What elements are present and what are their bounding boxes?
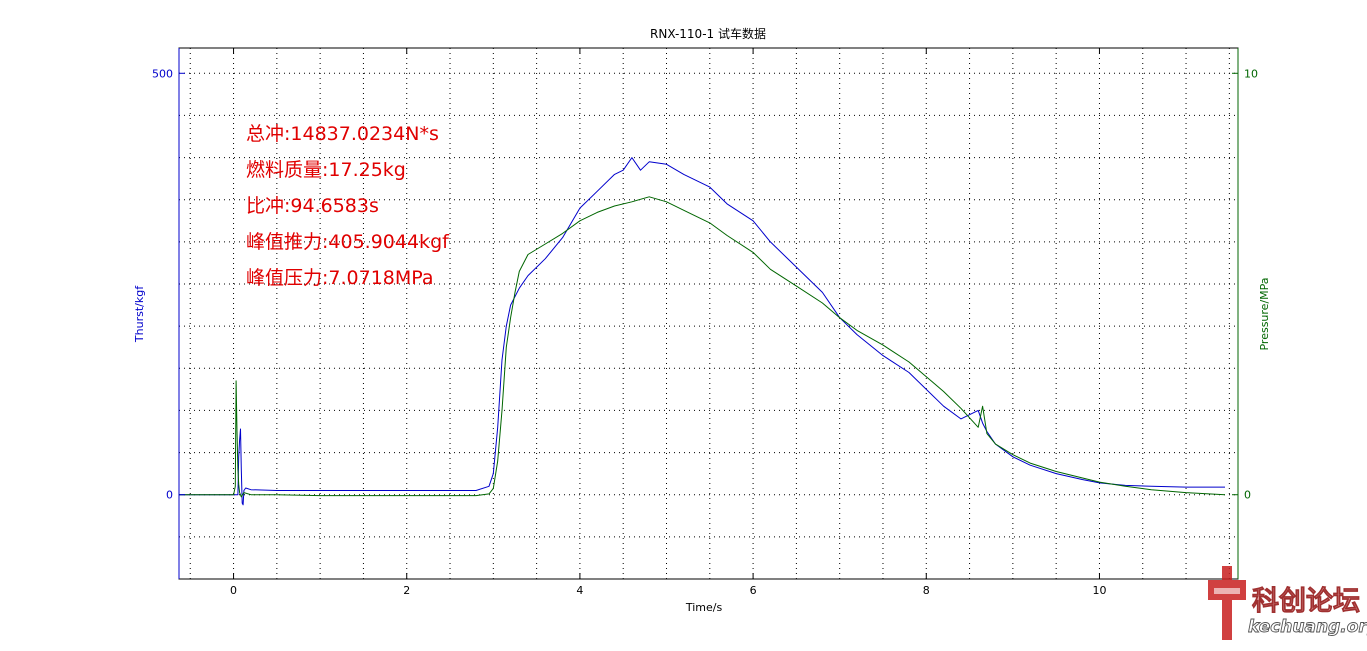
series-line-pressure [179,196,1226,498]
watermark-logo-icon [1208,566,1246,640]
y-left-tick-label: 0 [166,489,173,502]
watermark-logo-text: 科创论坛 [1252,586,1360,617]
x-tick-label: 6 [750,584,757,597]
ticks: 0 2 4 6 8 10 0 500 0 10 [152,48,1258,597]
grid [179,48,1238,579]
annotation-specific-impulse: 比冲:94.6583s [246,195,379,217]
series-layer [179,157,1226,506]
annotation-peak-thrust: 峰值推力:405.9044kgf [246,231,449,253]
x-tick-label: 8 [923,584,930,597]
y-axis-label-left: Thurst/kgf [133,285,146,343]
chart-title: RNX-110-1 试车数据 [650,26,766,41]
y-left-tick-label: 500 [152,67,173,80]
annotation-total-impulse: 总冲:14837.0234N*s [246,123,439,145]
annotation-peak-pressure: 峰值压力:7.0718MPa [246,267,434,289]
watermark-url: kechuang.org [1248,617,1367,637]
x-tick-label: 10 [1092,584,1106,597]
x-axis-label: Time/s [685,601,723,614]
x-tick-label: 4 [576,584,583,597]
y-right-tick-label: 10 [1244,67,1258,80]
y-axis-label-right: Pressure/MPa [1258,277,1271,350]
y-right-tick-label: 0 [1244,489,1251,502]
x-tick-label: 2 [403,584,410,597]
x-tick-label: 0 [230,584,237,597]
annotation-fuel-mass: 燃料质量:17.25kg [246,159,406,181]
